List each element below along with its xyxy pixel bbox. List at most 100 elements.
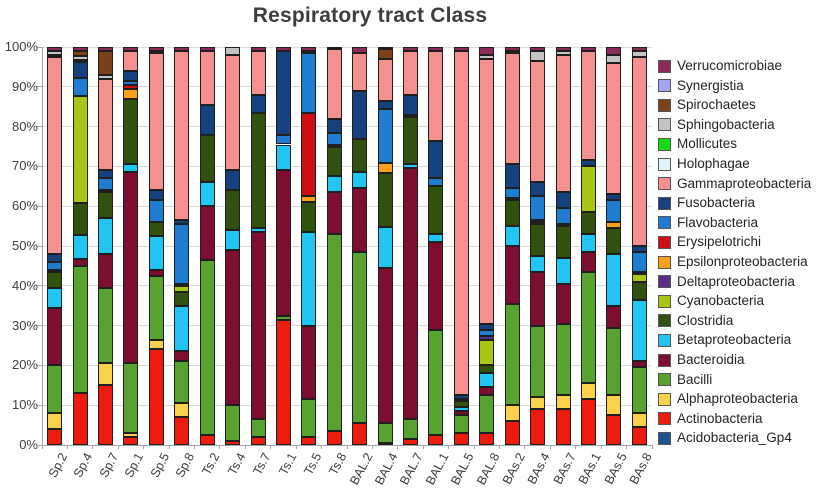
- x-axis-label-BAs.4: BAs.4: [525, 450, 554, 487]
- bar-segment-betaproteobacteria: [199, 182, 215, 207]
- legend-swatch: [658, 59, 671, 73]
- x-axis-tick: [549, 445, 551, 449]
- legend-label: Alphaproteobacteria: [677, 391, 798, 407]
- legend-swatch: [658, 235, 671, 249]
- bar-segment-gammaproteobacteria: [580, 50, 596, 161]
- bar-segment-bacteroidia: [47, 307, 63, 366]
- legend-label: Mollicutes: [677, 136, 738, 152]
- bar-segment-alphaproteobacteria: [47, 413, 63, 430]
- bar-segment-sphingobacteria: [606, 54, 622, 63]
- bar-segment-verrucomicrobiae: [453, 47, 469, 51]
- bar-segment-bacilli: [453, 415, 469, 434]
- bar-segment-bacteroidia: [479, 387, 495, 396]
- bar-segment-clostridia: [580, 212, 596, 235]
- bar-segment-betaproteobacteria: [326, 176, 342, 193]
- bar-segment-gammaproteobacteria: [225, 54, 241, 171]
- bar-segment-fusobacteria: [530, 182, 546, 197]
- bar-segment-verrucomicrobiae: [326, 47, 342, 49]
- bar-segment-fusobacteria: [123, 70, 139, 81]
- bar-segment-gammaproteobacteria: [199, 50, 215, 105]
- bar-segment-erysipelotrichi: [98, 190, 114, 193]
- bar-segment-actinobacteria: [98, 385, 114, 445]
- bar-segment-bacilli: [301, 399, 317, 438]
- bar-segment-holophagae: [72, 59, 88, 62]
- bar-segment-betaproteobacteria: [352, 172, 368, 189]
- y-axis-tick-label: 20%: [11, 357, 38, 373]
- bar-BAL.4: [377, 47, 393, 445]
- bar-segment-bacteroidia: [403, 168, 419, 420]
- x-axis-label-Ts.4: Ts.4: [224, 450, 249, 478]
- bar-segment-betaproteobacteria: [174, 305, 190, 352]
- bar-segment-sphingobacteria: [47, 50, 63, 55]
- bar-segment-fusobacteria: [225, 170, 241, 191]
- bar-segment-deltaproteobacteria: [479, 335, 495, 340]
- legend-swatch: [658, 157, 671, 171]
- x-axis-label-BAL.4: BAL.4: [372, 450, 401, 488]
- y-axis-tick-label: 80%: [11, 118, 38, 134]
- bar-segment-betaproteobacteria: [580, 234, 596, 252]
- bar-segment-sphingobacteria: [479, 54, 495, 59]
- x-axis-label-Ts.8: Ts.8: [326, 450, 350, 478]
- y-axis-tick-label: 50%: [11, 238, 38, 253]
- bar-segment-gammaproteobacteria: [174, 50, 190, 221]
- bar-segment-bacteroidia: [631, 361, 647, 368]
- bar-segment-flavobacteria: [530, 196, 546, 221]
- bar-BAs.7: [555, 47, 571, 445]
- bar-segment-deltaproteobacteria: [504, 198, 520, 201]
- bar-segment-bacteroidia: [555, 283, 571, 324]
- legend-swatch: [658, 373, 671, 387]
- legend-item-bacilli: Bacilli: [658, 370, 712, 390]
- gridline: [42, 245, 652, 247]
- legend-label: Acidobacteria_Gp4: [677, 430, 792, 446]
- x-axis-tick: [219, 445, 221, 449]
- bar-segment-verrucomicrobiae: [174, 47, 190, 51]
- y-axis-tick: [37, 205, 42, 207]
- bar-segment-bacteroidia: [606, 305, 622, 328]
- bar-segment-bacilli: [199, 259, 215, 436]
- legend-label: Fusobacteria: [677, 195, 756, 211]
- gridline: [42, 165, 652, 167]
- y-axis-tick: [37, 165, 42, 167]
- x-axis-label-Ts.7: Ts.7: [250, 450, 274, 478]
- bar-segment-verrucomicrobiae: [428, 47, 444, 51]
- bar-segment-gammaproteobacteria: [352, 52, 368, 91]
- bar-segment-bacteroidia: [453, 411, 469, 416]
- bar-segment-clostridia: [453, 401, 469, 408]
- x-axis-tick: [41, 445, 43, 449]
- legend-item-epsilonproteobacteria: Epsilonproteobacteria: [658, 252, 808, 272]
- bar-segment-gammaproteobacteria: [453, 50, 469, 396]
- legend-label: Sphingobacteria: [677, 116, 775, 132]
- bar-segment-verrucomicrobiae: [47, 47, 63, 51]
- bar-Ts.2: [199, 47, 215, 445]
- legend-swatch: [658, 392, 671, 406]
- legend-swatch: [658, 275, 671, 289]
- bar-segment-betaproteobacteria: [225, 230, 241, 250]
- bar-segment-gammaproteobacteria: [504, 52, 520, 165]
- bar-BAs.4: [530, 47, 546, 445]
- bar-Ts.7: [250, 47, 266, 445]
- bar-segment-flavobacteria: [403, 114, 419, 117]
- bar-segment-flavobacteria: [174, 224, 190, 284]
- bar-segment-verrucomicrobiae: [148, 47, 164, 51]
- x-axis-label-Sp.1: Sp.1: [122, 450, 147, 480]
- x-axis-tick: [295, 445, 297, 449]
- x-axis-tick: [499, 445, 500, 449]
- bar-segment-bacilli: [47, 365, 63, 414]
- legend-swatch: [658, 412, 671, 426]
- bar-segment-clostridia: [250, 112, 266, 229]
- x-axis-label-BAs.7: BAs.7: [550, 450, 579, 487]
- bar-segment-alphaproteobacteria: [530, 397, 546, 410]
- legend-item-bacteroidia: Bacteroidia: [658, 350, 745, 370]
- bar-segment-epsilonproteobacteria: [377, 163, 393, 174]
- bar-segment-alphaproteobacteria: [504, 405, 520, 422]
- bar-segment-flavobacteria: [479, 329, 495, 336]
- x-axis-tick: [66, 445, 68, 449]
- bar-segment-actinobacteria: [275, 319, 291, 445]
- bar-segment-actinobacteria: [530, 409, 546, 445]
- bar-segment-gammaproteobacteria: [428, 50, 444, 141]
- legend-item-cyanobacteria: Cyanobacteria: [658, 291, 764, 311]
- bar-segment-fusobacteria: [72, 61, 88, 78]
- bar-segment-alphaproteobacteria: [580, 383, 596, 400]
- bar-segment-holophagae: [47, 54, 63, 57]
- bar-segment-fusobacteria: [199, 104, 215, 135]
